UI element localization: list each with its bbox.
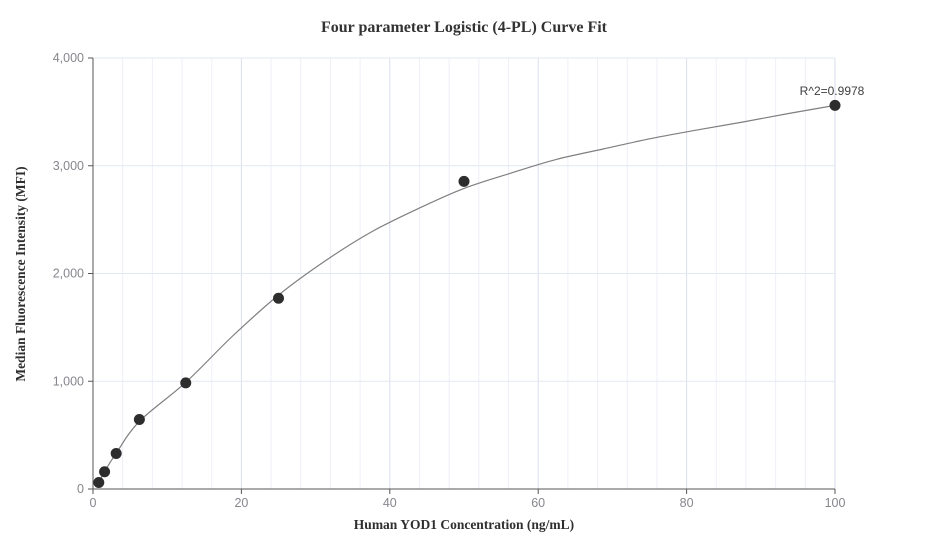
y-tick-label: 1,000 [53, 374, 84, 388]
data-point[interactable] [99, 466, 111, 478]
data-point[interactable] [180, 377, 192, 389]
x-tick-label: 0 [90, 496, 97, 510]
x-axis-label: Human YOD1 Concentration (ng/mL) [353, 517, 575, 532]
fit-curve [94, 104, 836, 487]
data-point[interactable] [110, 447, 122, 459]
chart-title: Four parameter Logistic (4-PL) Curve Fit [320, 19, 608, 36]
y-tick-label: 2,000 [53, 267, 84, 281]
y-tick-label: 3,000 [53, 159, 84, 173]
data-point[interactable] [133, 414, 145, 426]
data-point[interactable] [273, 292, 284, 304]
x-tick-label: 20 [234, 496, 248, 510]
y-tick-label: 4,000 [53, 51, 84, 65]
data-point[interactable] [93, 477, 105, 489]
x-tick-label: 40 [383, 496, 397, 510]
data-point[interactable] [458, 175, 470, 187]
y-tick-label: 0 [77, 482, 84, 496]
x-tick-label: 80 [680, 496, 694, 510]
data-point[interactable] [829, 99, 841, 111]
x-tick-label: 60 [531, 496, 545, 510]
r-squared-annotation: R^2=0.9978 [799, 84, 865, 98]
x-tick-label: 100 [825, 496, 846, 510]
y-axis-label: Median Fluorescence Intensity (MFI) [13, 166, 28, 382]
